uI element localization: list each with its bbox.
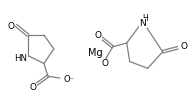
- Text: O: O: [8, 22, 14, 31]
- Text: O⁻: O⁻: [63, 75, 74, 84]
- Text: O: O: [180, 42, 187, 51]
- Text: N: N: [139, 19, 146, 28]
- Text: HN: HN: [14, 54, 27, 63]
- Text: O: O: [30, 83, 36, 92]
- Text: O: O: [94, 31, 101, 40]
- Text: O: O: [101, 59, 108, 68]
- Text: Mg: Mg: [89, 48, 103, 58]
- Text: H: H: [142, 14, 148, 23]
